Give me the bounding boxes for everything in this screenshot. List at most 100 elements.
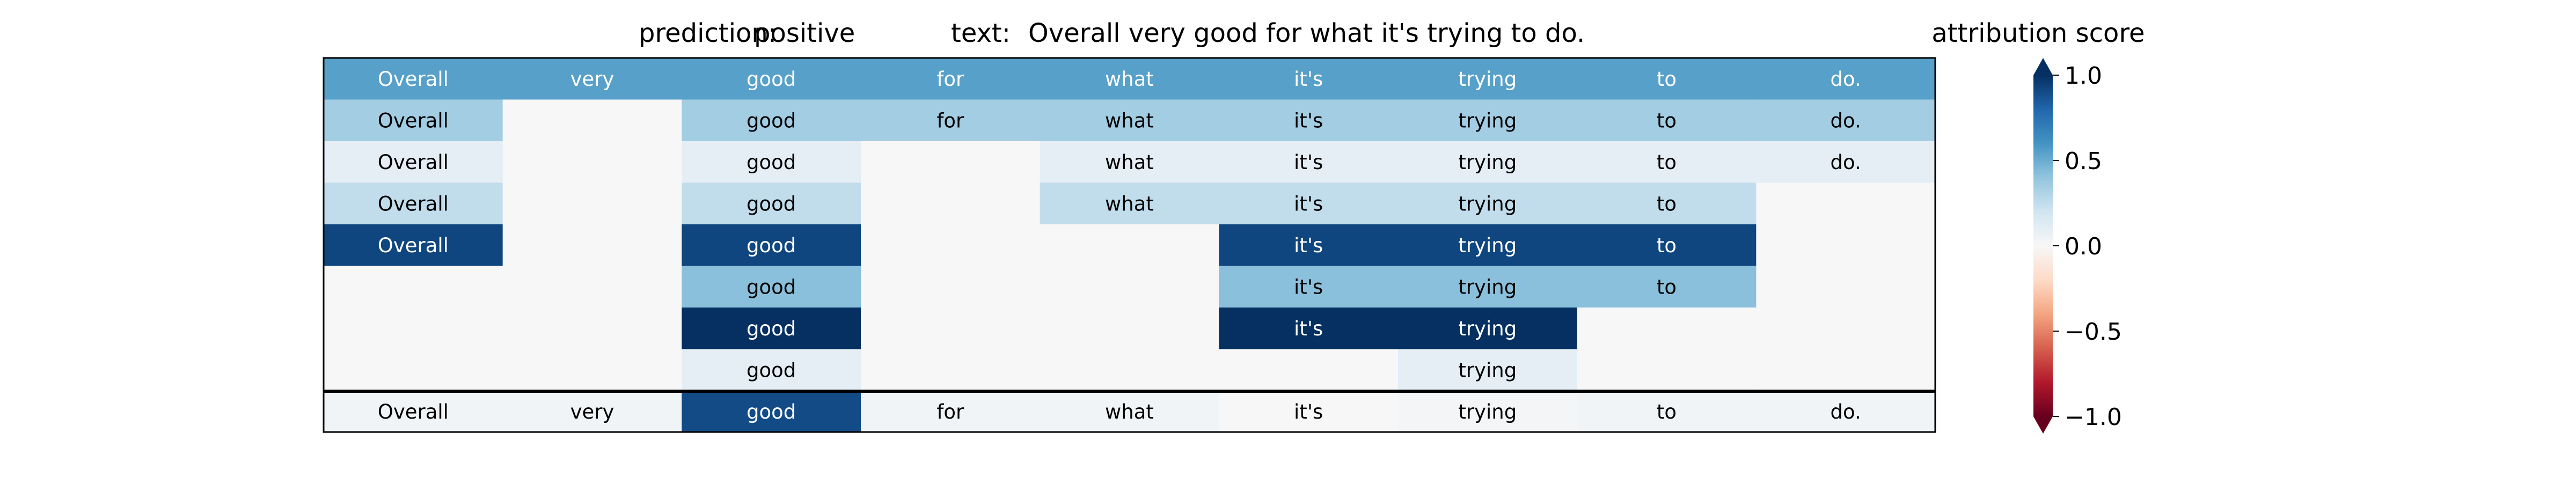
heatmap-row-8-token-label: good	[747, 358, 796, 382]
heatmap-row-7-cell	[1398, 308, 1578, 349]
heatmap-row-3-token-label: Overall	[378, 151, 449, 174]
colorbar: attribution score 1.0 0.5 0.0 −0.5 −1.0	[1931, 18, 2145, 434]
heatmap-row-2-token-label: to	[1657, 109, 1677, 132]
heatmap-row-6-token-label: trying	[1458, 275, 1517, 298]
heatmap-row-2-cell	[1577, 99, 1757, 142]
heatmap-row-8-cell	[1756, 349, 1936, 391]
text-label: text:	[951, 18, 1011, 48]
heatmap-row-5-cell	[1756, 224, 1936, 266]
heatmap-row-5-token-label: it's	[1294, 234, 1323, 257]
heatmap-row-3-cell	[502, 141, 682, 183]
heatmap-row-5-cell	[1577, 224, 1757, 266]
heatmap-row-1-cell	[1219, 58, 1399, 100]
heatmap-row-5-token-label: to	[1657, 234, 1677, 257]
summary-row-token-label: to	[1657, 400, 1677, 423]
heatmap-row-1-token-label: very	[570, 68, 614, 91]
heatmap-row-4-token-label: what	[1105, 192, 1154, 215]
heatmap-row-5-cell	[682, 224, 861, 266]
heatmap-row-8-cell	[1398, 349, 1578, 391]
summary-row-cell	[682, 391, 861, 433]
summary-row-token-label: good	[747, 400, 796, 423]
summary-row-token-label: very	[570, 400, 614, 423]
colorbar-title: attribution score	[1931, 18, 2145, 48]
heatmap-row-4-cell	[682, 182, 861, 225]
heatmap-row-1-token-label: for	[936, 68, 964, 91]
colorbar-tick-label: 0.0	[2065, 233, 2102, 260]
heatmap-row-5-cell	[861, 224, 1041, 266]
heatmap-row-3-cell	[861, 141, 1041, 183]
heatmap-row-6-cell	[1398, 266, 1578, 308]
heatmap-row-6-cell	[502, 266, 682, 308]
summary-row-cell	[1577, 391, 1757, 433]
heatmap-row-6-token-label: good	[747, 275, 796, 298]
summary-row-token-label: do.	[1831, 400, 1861, 423]
heatmap-row-3-cell	[1577, 141, 1757, 183]
heatmap-row-2-token-label: for	[936, 109, 964, 132]
heatmap-row-3-token-label: good	[747, 151, 796, 174]
heatmap-row-1-cell	[1398, 58, 1578, 100]
heatmap-row-7-token-label: trying	[1458, 317, 1517, 340]
heatmap-row-3-cell	[1040, 141, 1219, 183]
summary-row-cell	[1398, 391, 1578, 433]
prediction-value: positive	[754, 18, 855, 48]
heatmap-row-2-token-label: do.	[1831, 109, 1861, 132]
summary-row-token-label: Overall	[378, 400, 449, 423]
heatmap-row-2-cell	[682, 99, 861, 142]
heatmap-row-8-cell	[1577, 349, 1757, 391]
heatmap-row-8-cell	[502, 349, 682, 391]
heatmap-row-6-cell	[861, 266, 1041, 308]
heatmap-row-3-cell	[682, 141, 861, 183]
heatmap-row-4-token-label: it's	[1294, 192, 1323, 215]
heatmap-row-3-cell	[1398, 141, 1578, 183]
heatmap-row-2-cell	[1219, 99, 1399, 142]
heatmap-row-1-cell	[502, 58, 682, 100]
heatmap-row-3-cell	[324, 141, 503, 183]
heatmap-row-5-cell	[324, 224, 503, 266]
heatmap-row-2-token-label: it's	[1294, 109, 1323, 132]
heatmap-row-1-token-label: what	[1105, 68, 1154, 91]
heatmap-row-7-cell	[1756, 308, 1936, 349]
colorbar-tick-label: −1.0	[2065, 404, 2122, 431]
heatmap-row-6-cell	[1756, 266, 1936, 308]
summary-row-cell	[324, 391, 503, 433]
heatmap-row-1-token-label: do.	[1831, 68, 1861, 91]
colorbar-tick-label: 0.5	[2065, 148, 2102, 175]
heatmap-row-7-cell	[1577, 308, 1757, 349]
heatmap-row-2-cell	[502, 99, 682, 142]
heatmap-row-4-token-label: trying	[1458, 192, 1517, 215]
colorbar-extend-bottom	[2033, 416, 2053, 434]
heatmap-row-7-cell	[861, 308, 1041, 349]
heatmap-row-2-cell	[324, 99, 503, 142]
heatmap-row-2-cell	[1756, 99, 1936, 142]
chart-header: prediction: positive text: Overall very …	[639, 18, 1585, 48]
heatmap-row-4-cell	[861, 182, 1041, 225]
colorbar-extend-top	[2033, 58, 2053, 75]
heatmap-row-1-token-label: good	[747, 68, 796, 91]
heatmap-row-5-cell	[502, 224, 682, 266]
heatmap-cells: Overall very good for what it's trying to do. Ove…	[324, 58, 1936, 433]
heatmap-row-4-cell	[1040, 182, 1219, 225]
summary-row-token-label: what	[1105, 400, 1154, 423]
heatmap-row-3-token-label: it's	[1294, 151, 1323, 174]
heatmap-row-1-token-label: Overall	[378, 68, 449, 91]
heatmap-row-2-cell	[1040, 99, 1219, 142]
heatmap-row-6-cell	[1040, 266, 1219, 308]
heatmap-row-4-cell	[1756, 182, 1936, 225]
heatmap-row-1-cell	[861, 58, 1041, 100]
heatmap-row-6-token-label: it's	[1294, 275, 1323, 298]
heatmap-row-3-cell	[1219, 141, 1399, 183]
heatmap-row-1-token-label: trying	[1458, 68, 1517, 91]
colorbar-tick-label: 1.0	[2065, 62, 2102, 90]
heatmap-row-3-token-label: trying	[1458, 151, 1517, 174]
heatmap-row-2-token-label: trying	[1458, 109, 1517, 132]
colorbar-gradient	[2033, 75, 2053, 416]
heatmap-row-8-cell	[861, 349, 1041, 391]
text-value: Overall very good for what it's trying t…	[1028, 18, 1585, 48]
heatmap-row-8-token-label: trying	[1458, 358, 1517, 382]
heatmap-row-4-cell	[1219, 182, 1399, 225]
heatmap-row-7-cell	[502, 308, 682, 349]
summary-row-cell	[502, 391, 682, 433]
heatmap-row-7-cell	[1219, 308, 1399, 349]
heatmap-row-5-cell	[1040, 224, 1219, 266]
heatmap-row-6-token-label: to	[1657, 275, 1677, 298]
